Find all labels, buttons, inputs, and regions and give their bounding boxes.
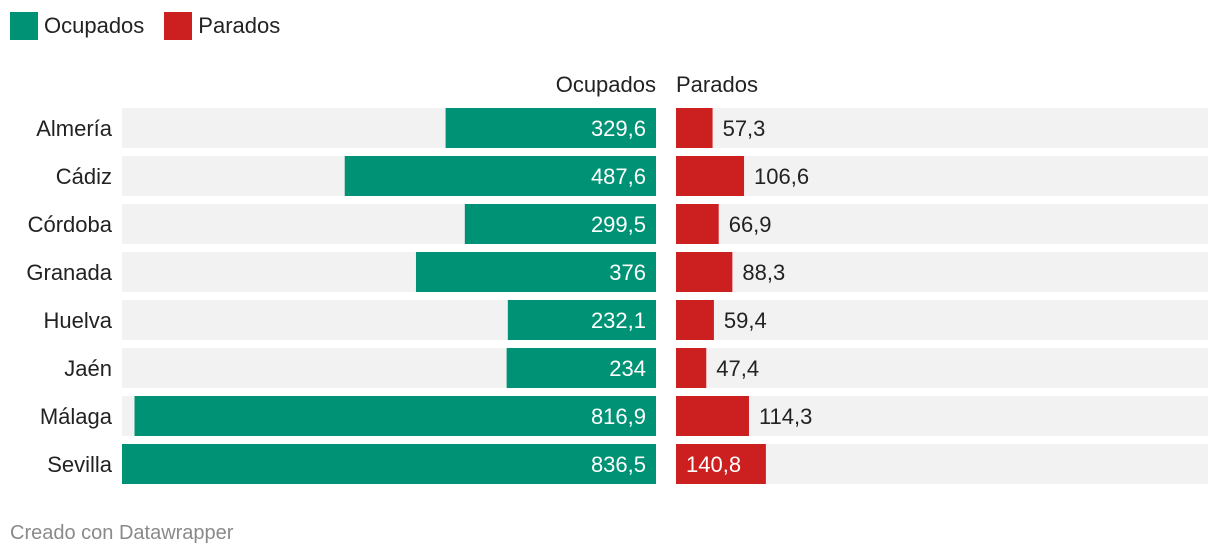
bar-ocupados xyxy=(507,300,656,340)
value-label-parados: 88,3 xyxy=(742,260,785,285)
value-label-ocupados: 299,5 xyxy=(591,212,646,237)
value-label-parados: 140,8 xyxy=(686,452,741,477)
value-label-ocupados: 376 xyxy=(609,260,646,285)
track-parados xyxy=(676,252,1208,292)
category-label: Almería xyxy=(36,116,113,141)
bar-parados xyxy=(676,300,714,340)
credit-footer: Creado con Datawrapper xyxy=(10,522,234,544)
bar-ocupados xyxy=(506,348,656,388)
value-label-parados: 106,6 xyxy=(754,164,809,189)
track-parados xyxy=(676,156,1208,196)
value-label-ocupados: 232,1 xyxy=(591,308,646,333)
column-header-ocupados: Ocupados xyxy=(556,72,656,97)
bar-ocupados xyxy=(415,252,656,292)
legend-swatch-ocupados xyxy=(10,12,38,40)
bar-ocupados xyxy=(445,108,656,148)
value-label-ocupados: 836,5 xyxy=(591,452,646,477)
legend-item-parados: Parados xyxy=(164,12,280,40)
value-label-parados: 59,4 xyxy=(724,308,767,333)
category-label: Córdoba xyxy=(28,212,113,237)
bar-ocupados xyxy=(464,204,656,244)
category-label: Málaga xyxy=(40,404,113,429)
value-label-parados: 66,9 xyxy=(729,212,772,237)
bar-parados xyxy=(676,156,745,196)
value-label-parados: 47,4 xyxy=(716,356,759,381)
bar-parados xyxy=(676,396,749,436)
column-header-parados: Parados xyxy=(676,72,758,97)
category-label: Cádiz xyxy=(56,164,112,189)
category-label: Sevilla xyxy=(47,452,113,477)
bar-parados xyxy=(676,252,733,292)
bar-ocupados xyxy=(122,444,656,484)
value-label-ocupados: 329,6 xyxy=(591,116,646,141)
track-parados xyxy=(676,300,1208,340)
legend-label-ocupados: Ocupados xyxy=(44,13,145,38)
value-label-parados: 114,3 xyxy=(759,404,812,429)
bar-parados xyxy=(676,348,707,388)
legend: Ocupados Parados xyxy=(10,12,280,40)
value-label-ocupados: 487,6 xyxy=(591,164,646,189)
bar-parados xyxy=(676,444,766,484)
bar-ocupados xyxy=(344,156,656,196)
value-label-parados: 57,3 xyxy=(723,116,766,141)
legend-label-parados: Parados xyxy=(198,13,281,38)
bar-parados xyxy=(676,108,713,148)
bar-ocupados xyxy=(134,396,656,436)
bar-chart: Ocupados Parados Almería 329,6 57,3 Cádiz 487,… xyxy=(26,72,1208,484)
legend-swatch-parados xyxy=(164,12,193,40)
legend-item-ocupados: Ocupados xyxy=(10,12,144,40)
value-label-ocupados: 816,9 xyxy=(591,404,646,429)
value-label-ocupados: 234 xyxy=(609,356,646,381)
track-parados xyxy=(676,204,1208,244)
track-parados xyxy=(676,348,1208,388)
track-parados xyxy=(676,396,1208,436)
category-label: Jaén xyxy=(64,356,112,381)
category-label: Huelva xyxy=(44,308,113,333)
bar-parados xyxy=(676,204,719,244)
track-parados xyxy=(676,108,1208,148)
category-label: Granada xyxy=(26,260,112,285)
